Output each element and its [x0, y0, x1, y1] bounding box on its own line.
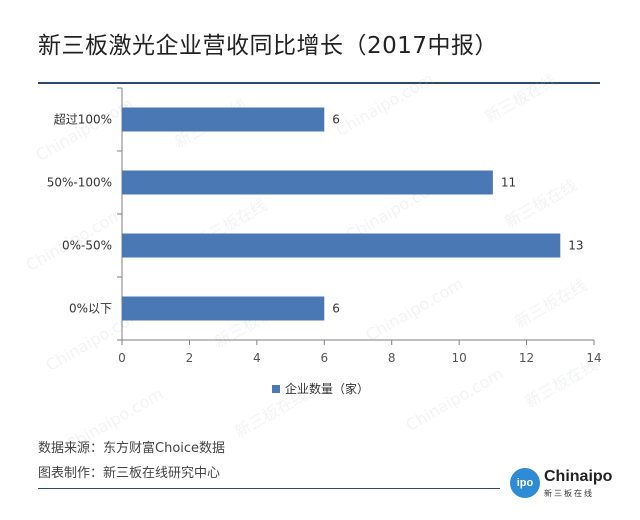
logo-brand-name: Chinaipo	[544, 468, 613, 485]
x-tick-label: 14	[586, 351, 601, 365]
category-label: 0%以下	[69, 302, 112, 316]
bar-data-label: 13	[568, 239, 583, 253]
x-tick-label: 10	[452, 351, 467, 365]
bar-chart: 0 2 4 6 8 10 12 14 超过100% 6 50%-100% 11 0%-50% 13 0%以下…	[47, 87, 602, 396]
category-label: 50%-100%	[47, 176, 112, 190]
x-tick-label: 2	[186, 351, 194, 365]
bar-data-label: 6	[332, 302, 340, 316]
data-source-note: 数据来源：东方财富Choice数据	[38, 441, 226, 456]
category-label: 超过100%	[54, 112, 112, 127]
logo-brand-subtitle: 新三板在线	[544, 489, 594, 498]
bar	[122, 170, 493, 195]
legend-swatch	[272, 385, 280, 393]
bar	[122, 107, 325, 132]
bar	[122, 233, 561, 258]
logo-circle-text: ipo	[516, 477, 534, 489]
x-tick-label: 8	[388, 351, 396, 365]
bar	[122, 296, 325, 321]
x-tick-label: 0	[118, 351, 126, 365]
title-divider	[38, 82, 600, 84]
legend-label: 企业数量（家）	[285, 381, 369, 396]
chart-title: 新三板激光企业营收同比增长（2017中报）	[38, 33, 499, 59]
bar-data-label: 6	[332, 113, 340, 127]
x-tick-label: 12	[519, 351, 534, 365]
chinaipo-logo: ipo Chinaipo 新三板在线	[510, 466, 613, 506]
x-tick-label: 6	[320, 351, 328, 365]
x-tick-label: 4	[253, 351, 261, 365]
logo-circle-icon: ipo	[510, 468, 540, 498]
footer-divider	[38, 488, 500, 489]
bar-data-label: 11	[501, 176, 516, 190]
category-label: 0%-50%	[62, 239, 112, 253]
chart-credit-note: 图表制作：新三板在线研究中心	[38, 466, 221, 481]
